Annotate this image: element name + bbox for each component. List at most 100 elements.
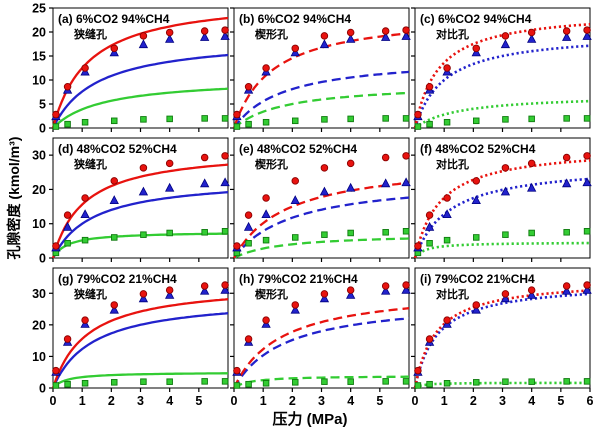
blue-triangle-marker	[582, 31, 592, 40]
panel-frame	[414, 7, 591, 129]
red-circle-marker	[402, 26, 410, 34]
green-square-marker	[414, 123, 422, 130]
red-circle-marker	[472, 44, 481, 53]
green-square-marker	[64, 120, 71, 128]
green-square-marker	[347, 115, 354, 123]
red-circle-marker	[562, 27, 571, 35]
blue-solid-curve	[51, 312, 229, 389]
green-square-marker	[52, 123, 60, 130]
red-circle-marker	[165, 28, 174, 37]
blue-triangle-marker	[109, 304, 119, 314]
blue-triangle-marker	[527, 182, 537, 192]
x-axis-label: 压力 (MPa)	[272, 411, 348, 428]
x-tick-label: 4	[347, 394, 354, 408]
green-square-marker	[262, 236, 270, 244]
green-dotted-curve	[413, 241, 590, 259]
red-circle-marker	[381, 282, 390, 290]
x-tick-label: 1	[441, 394, 448, 408]
red-circle-marker	[443, 194, 451, 202]
green-square-marker	[64, 240, 71, 247]
blue-triangle-marker	[346, 33, 356, 43]
green-solid-curve	[52, 372, 228, 389]
green-square-marker	[443, 118, 451, 126]
red-dashed-curve	[233, 181, 410, 259]
panel-title: (b) 6%CO2 94%CH4	[239, 12, 351, 26]
red-circle-marker	[320, 32, 329, 40]
red-circle-marker	[562, 153, 571, 162]
blue-triangle-marker	[220, 31, 230, 40]
green-square-marker	[528, 378, 535, 385]
green-square-marker	[502, 378, 509, 385]
y-tick-label: 15	[32, 50, 46, 64]
x-tick-label: 0	[50, 394, 57, 408]
red-circle-marker	[346, 286, 355, 294]
red-circle-marker	[583, 152, 591, 160]
green-square-marker	[528, 229, 535, 237]
blue-triangle-marker	[562, 178, 572, 188]
green-square-marker	[245, 240, 252, 247]
blue-triangle-marker	[442, 209, 452, 219]
x-tick-label: 2	[289, 394, 296, 408]
panel-frame	[233, 267, 410, 389]
green-square-marker	[528, 115, 535, 123]
green-square-marker	[402, 115, 410, 122]
red-circle-marker	[425, 211, 434, 219]
x-tick-label: 2	[108, 394, 115, 408]
blue-triangle-marker	[401, 177, 411, 187]
y-tick-label: 20	[32, 183, 46, 197]
red-circle-marker	[262, 194, 270, 202]
red-circle-marker	[233, 242, 241, 250]
green-square-marker	[426, 120, 433, 128]
panel-pore-label: 楔形孔	[255, 157, 288, 171]
green-square-marker	[110, 117, 118, 125]
red-circle-marker	[472, 177, 481, 185]
green-dotted-curve	[414, 381, 590, 390]
green-square-marker	[563, 115, 570, 122]
red-circle-marker	[425, 82, 434, 91]
red-circle-marker	[501, 290, 510, 298]
green-dashed-curve	[233, 91, 410, 129]
green-square-marker	[110, 379, 118, 386]
blue-triangle-marker	[319, 39, 330, 49]
blue-triangle-marker	[261, 209, 271, 219]
red-dashed-curve	[232, 307, 410, 389]
x-tick-label: 3	[499, 394, 506, 408]
green-square-marker	[81, 236, 89, 244]
red-circle-marker	[221, 152, 229, 160]
green-square-marker	[262, 380, 270, 387]
red-circle-marker	[233, 110, 241, 119]
red-circle-marker	[527, 286, 536, 294]
blue-triangle-marker	[500, 186, 511, 196]
blue-dashed-curve	[233, 70, 410, 129]
y-tick-label: 0	[39, 382, 46, 396]
red-circle-marker	[414, 242, 422, 250]
blue-triangle-marker	[62, 221, 73, 231]
blue-triangle-marker	[165, 289, 175, 299]
green-square-marker	[140, 116, 147, 123]
green-square-marker	[166, 378, 173, 385]
green-dashed-curve	[233, 237, 410, 260]
blue-triangle-marker	[200, 32, 210, 41]
y-tick-label: 0	[39, 252, 46, 266]
green-square-marker	[583, 378, 591, 385]
red-circle-marker	[346, 28, 355, 37]
red-circle-marker	[139, 32, 148, 40]
blue-triangle-marker	[562, 285, 572, 295]
green-square-marker	[502, 116, 509, 123]
blue-triangle-marker	[500, 293, 511, 303]
red-circle-marker	[63, 211, 72, 219]
red-circle-marker	[291, 44, 300, 53]
blue-dashed-curve	[233, 196, 410, 259]
red-circle-marker	[414, 110, 422, 119]
panel-title: (g) 79%CO2 21%CH4	[58, 272, 177, 286]
green-square-marker	[402, 228, 410, 235]
panel-title: (a) 6%CO2 94%CH4	[58, 12, 170, 26]
panel-pore-label: 狭缝孔	[73, 27, 107, 41]
y-tick-label: 20	[32, 318, 46, 332]
blue-triangle-marker	[401, 284, 411, 294]
